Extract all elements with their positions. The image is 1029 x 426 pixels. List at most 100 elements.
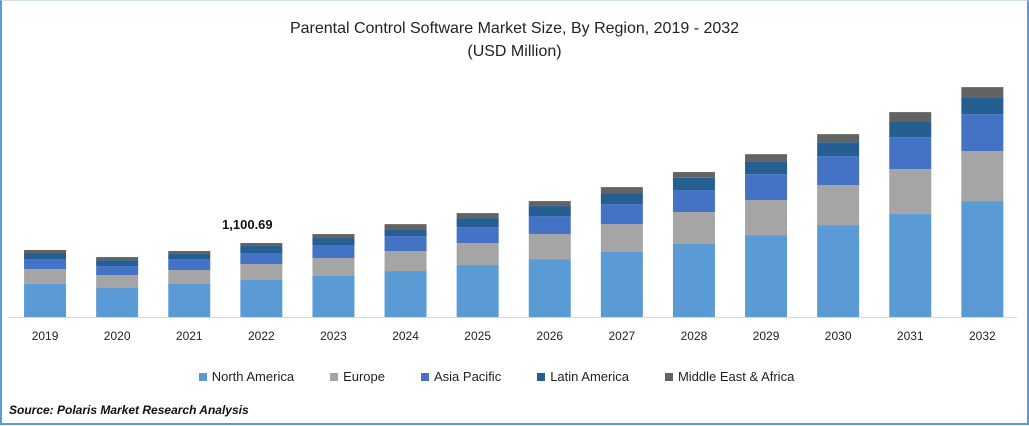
bar-segment-latin-america-2029: [745, 161, 788, 175]
bar-segment-asia-pacific-2021: [168, 259, 211, 271]
source-note: Source: Polaris Market Research Analysis: [9, 403, 249, 417]
legend: North America Europe Asia Pacific Latin Ame…: [2, 369, 1027, 384]
bar-segment-europe-2022: [240, 264, 283, 281]
bar-segment-europe-2019: [24, 269, 67, 284]
bar-segment-europe-2027: [600, 224, 643, 253]
legend-label: Europe: [343, 369, 385, 384]
legend-swatch: [664, 372, 673, 381]
bar-segment-north-america-2020: [96, 288, 139, 317]
x-tick-label: 2025: [464, 329, 491, 343]
stacked-bar-chart: 2019 2020 2021 2022 1,100.69 2023 2024 2025 2026…: [8, 87, 1017, 343]
legend-swatch: [421, 372, 429, 381]
bar-segment-middle-east-africa-2023: [312, 234, 355, 239]
bar-segment-middle-east-africa-2028: [672, 172, 715, 178]
bar-segment-asia-pacific-2027: [600, 204, 643, 225]
x-tick-label: 2030: [825, 329, 852, 343]
bar-segment-middle-east-africa-2020: [96, 257, 139, 261]
legend-label: North America: [211, 369, 295, 384]
bar-segment-europe-2024: [384, 251, 427, 272]
bar-segment-middle-east-africa-2031: [889, 112, 932, 122]
x-tick-label: 2019: [32, 329, 59, 343]
bar-segment-latin-america-2023: [312, 238, 355, 246]
chart-subtitle: (USD Million): [467, 43, 562, 60]
bar-segment-asia-pacific-2030: [817, 156, 860, 186]
x-tick-label: 2032: [969, 329, 996, 343]
legend-label: Asia Pacific: [434, 369, 502, 384]
bar-segment-europe-2029: [745, 200, 788, 236]
x-tick-label: 2029: [753, 329, 780, 343]
bar-segment-north-america-2021: [168, 284, 211, 317]
bar-segment-asia-pacific-2026: [528, 216, 571, 235]
bar-segment-north-america-2026: [528, 259, 571, 317]
bar-segment-europe-2025: [456, 243, 499, 266]
bar-segment-middle-east-africa-2024: [384, 224, 427, 230]
legend-item: Latin America: [537, 369, 629, 384]
bar-segment-latin-america-2032: [961, 97, 1004, 115]
bar-segment-middle-east-africa-2027: [600, 187, 643, 194]
bar-segment-latin-america-2021: [168, 254, 211, 260]
x-tick-label: 2027: [608, 329, 635, 343]
bar-segment-north-america-2022: [240, 280, 283, 317]
bar-segment-latin-america-2025: [456, 218, 499, 228]
bar-segment-middle-east-africa-2026: [528, 201, 571, 207]
bar-segment-europe-2028: [672, 212, 715, 245]
legend-item: North America: [198, 369, 295, 384]
bar-segment-middle-east-africa-2021: [168, 251, 211, 255]
legend-item: Asia Pacific: [421, 369, 501, 384]
x-tick-label: 2026: [536, 329, 563, 343]
bar-segment-middle-east-africa-2025: [456, 213, 499, 219]
bar-segment-middle-east-africa-2022: [240, 243, 283, 247]
bar-segment-europe-2023: [312, 258, 355, 277]
bar-segment-europe-2032: [961, 151, 1004, 202]
bar-segment-asia-pacific-2019: [24, 259, 67, 270]
bar-segment-latin-america-2027: [600, 193, 643, 205]
bar-segment-north-america-2032: [961, 201, 1004, 317]
bar-segment-latin-america-2028: [672, 177, 715, 191]
bar-segment-latin-america-2026: [528, 206, 571, 217]
legend-item: Europe: [330, 369, 385, 384]
bar-segment-asia-pacific-2024: [384, 236, 427, 252]
bar-segment-north-america-2023: [312, 276, 355, 317]
x-tick-label: 2023: [320, 329, 347, 343]
bar-segment-north-america-2025: [456, 265, 499, 317]
bar-segment-europe-2026: [528, 234, 571, 260]
bar-segment-north-america-2019: [24, 283, 67, 317]
chart-title: Parental Control Software Market Size, B…: [289, 20, 740, 37]
bar-segment-latin-america-2024: [384, 229, 427, 237]
x-tick-label: 2031: [897, 329, 924, 343]
bar-segment-europe-2021: [168, 270, 211, 285]
bar-segment-north-america-2027: [600, 252, 643, 317]
x-tick-label: 2024: [392, 329, 419, 343]
bar-segment-asia-pacific-2020: [96, 266, 139, 276]
bar-segment-north-america-2030: [817, 225, 860, 317]
bar-segment-europe-2030: [817, 185, 860, 226]
bar-segment-asia-pacific-2031: [889, 137, 932, 170]
x-tick-label: 2028: [681, 329, 708, 343]
bar-segment-middle-east-africa-2029: [745, 154, 788, 162]
bar-segment-middle-east-africa-2019: [24, 250, 67, 254]
bar-segment-north-america-2031: [889, 214, 932, 317]
bar-segment-europe-2020: [96, 275, 139, 289]
x-tick-label: 2022: [248, 329, 275, 343]
bar-segment-asia-pacific-2028: [672, 190, 715, 213]
bar-segment-asia-pacific-2023: [312, 245, 355, 259]
bar-segment-latin-america-2019: [24, 253, 67, 260]
data-label: 1,100.69: [222, 217, 273, 232]
x-tick-label: 2020: [104, 329, 131, 343]
bar-segment-asia-pacific-2029: [745, 174, 788, 201]
bar-segment-latin-america-2020: [96, 260, 139, 267]
bar-segment-latin-america-2022: [240, 246, 283, 254]
legend-label: Middle East & Africa: [677, 369, 795, 384]
legend-swatch: [198, 372, 207, 381]
bar-segment-middle-east-africa-2030: [817, 134, 860, 143]
legend-item: Middle East & Africa: [664, 369, 795, 384]
bar-segment-latin-america-2030: [817, 142, 860, 157]
x-tick-label: 2021: [176, 329, 203, 343]
bar-segment-asia-pacific-2025: [456, 227, 499, 244]
bar-segment-asia-pacific-2022: [240, 253, 283, 265]
legend-label: Latin America: [550, 369, 629, 384]
bar-segment-north-america-2028: [672, 244, 715, 317]
legend-swatch: [537, 372, 546, 381]
bar-segment-north-america-2024: [384, 271, 427, 317]
